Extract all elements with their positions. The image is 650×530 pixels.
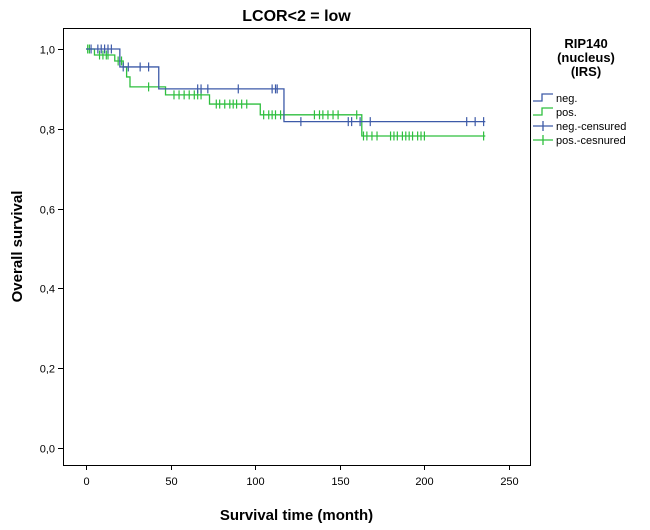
series-layer [86,44,486,141]
legend-label: pos.-cesnured [556,135,626,147]
y-tick-label: 0,2 [40,364,55,376]
x-axis: 0 50 100 150 200 250 [83,465,519,488]
legend-swatch-line [533,93,553,102]
legend-item: neg. [533,93,577,105]
legend: RIP140 (nucleus) (IRS) neg. pos. neg.-cens… [533,36,626,147]
legend-title-line: (nucleus) [557,50,615,65]
legend-title-line: (IRS) [571,64,601,79]
y-tick-label: 0,4 [40,284,55,296]
x-tick-label: 150 [331,476,349,488]
legend-label: neg.-censured [556,121,626,133]
y-tick-label: 0,0 [40,444,55,456]
legend-swatch-line [533,107,553,116]
y-axis-title: Overall survival [9,191,26,303]
plot-frame [63,28,531,466]
y-tick-label: 0,6 [40,205,55,217]
y-tick-label: 0,8 [40,125,55,137]
legend-item: pos.-cesnured [533,135,626,147]
chart-title: LCOR<2 = low [242,8,351,25]
x-tick-label: 200 [415,476,433,488]
x-tick-label: 50 [165,476,177,488]
series-line-pos [86,48,486,137]
legend-item: pos. [533,107,577,119]
series-line-neg [86,48,486,123]
legend-label: neg. [556,93,577,105]
x-tick-label: 100 [246,476,264,488]
legend-label: pos. [556,107,577,119]
y-axis: 0,0 0,2 0,4 0,6 0,8 1,0 [40,45,63,456]
legend-item: neg.-censured [533,121,626,133]
x-tick-label: 250 [500,476,518,488]
legend-title-line: RIP140 [564,36,607,51]
x-tick-label: 0 [83,476,89,488]
x-axis-title: Survival time (month) [220,507,373,524]
y-tick-label: 1,0 [40,45,55,57]
